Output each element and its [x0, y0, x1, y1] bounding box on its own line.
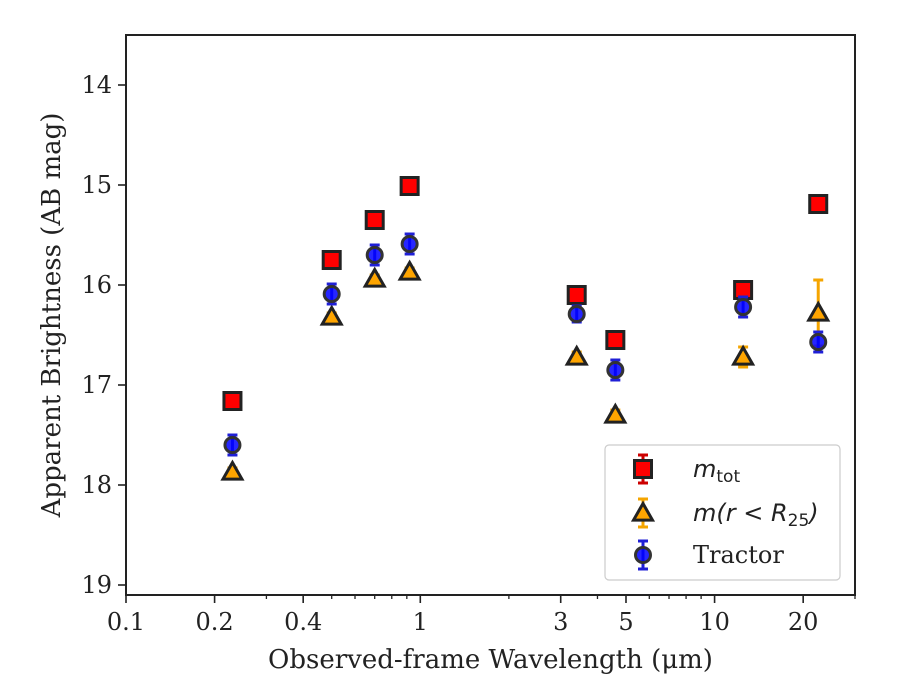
data-point: [564, 344, 589, 366]
data-point: [319, 304, 344, 326]
x-tick-label: 10: [699, 608, 730, 636]
y-tick-label: 15: [81, 171, 112, 199]
x-tick-label: 0.4: [284, 608, 322, 636]
y-tick-label: 19: [81, 571, 112, 599]
legend-marker: [634, 546, 652, 564]
data-point: [399, 176, 420, 196]
y-tick-label: 17: [81, 371, 112, 399]
legend-label: mtot: [693, 455, 740, 487]
data-marks: [220, 176, 831, 481]
data-point: [567, 305, 586, 323]
legend-marker: [630, 500, 656, 522]
data-point: [806, 300, 831, 322]
data-point: [321, 250, 342, 270]
data-point: [566, 285, 587, 305]
y-axis-label: Apparent Brightness (AB mag): [37, 113, 67, 519]
y-tick-label: 14: [81, 71, 112, 99]
data-point: [400, 235, 419, 253]
x-tick-label: 1: [413, 608, 428, 636]
data-point: [731, 344, 756, 366]
x-tick-label: 0.1: [107, 608, 145, 636]
data-point: [603, 402, 628, 424]
series-0: [222, 176, 829, 411]
legend-box: [604, 444, 841, 581]
y-tick-label: 16: [81, 271, 112, 299]
data-point: [397, 259, 422, 281]
data-point: [808, 194, 829, 214]
data-point: [365, 246, 384, 264]
y-tick-label: 18: [81, 471, 112, 499]
legend-label: m(r < R25): [693, 499, 819, 531]
series-1: [220, 259, 831, 481]
plot-frame: [125, 34, 856, 596]
legend: mtot m(r < R25) Tractor: [604, 444, 841, 581]
data-point: [223, 436, 242, 454]
x-tick-label: 0.2: [196, 608, 234, 636]
x-axis-ticks: 0.1 0.2 0.4 1 3 5 10 20: [107, 595, 856, 636]
y-axis-ticks: 14 15 16 17 18 19: [81, 71, 126, 599]
data-point: [606, 361, 625, 379]
data-point: [220, 459, 245, 481]
legend-marker: [633, 459, 653, 479]
x-tick-label: 3: [553, 608, 568, 636]
data-point: [364, 210, 385, 230]
x-tick-label: 5: [618, 608, 633, 636]
x-tick-label: 20: [788, 608, 819, 636]
data-point: [222, 391, 243, 411]
data-point: [322, 285, 341, 303]
legend-label: Tractor: [693, 541, 784, 569]
x-axis-label: Observed-frame Wavelength (μm): [268, 645, 713, 675]
data-point: [734, 298, 753, 316]
series-2: [223, 232, 828, 457]
data-point: [809, 333, 828, 351]
data-point: [605, 330, 626, 350]
data-point: [362, 266, 387, 288]
